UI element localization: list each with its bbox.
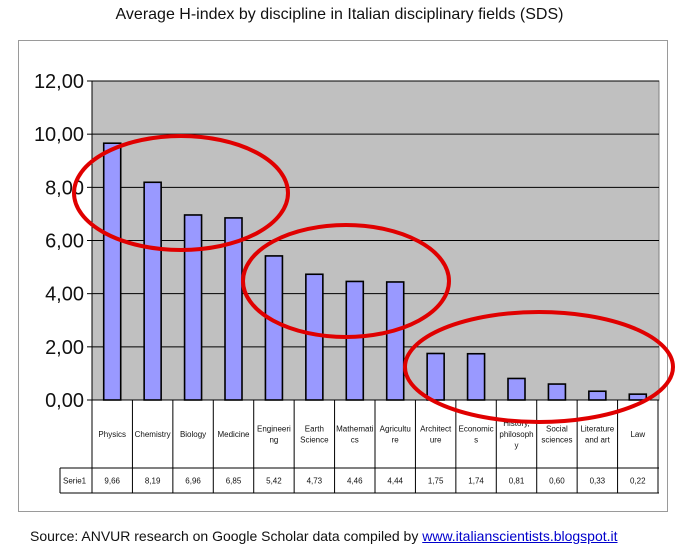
y-tick-label: 4,00 bbox=[45, 284, 84, 306]
category-label: Social sciences bbox=[541, 425, 572, 445]
bar bbox=[345, 280, 365, 401]
category-label: Physics bbox=[98, 430, 126, 439]
data-label: 0,81 bbox=[509, 477, 525, 486]
highlight-ellipse bbox=[241, 223, 451, 339]
data-label: 0,60 bbox=[549, 477, 565, 486]
y-tick-label: 12,00 bbox=[34, 71, 84, 93]
y-tick-label: 6,00 bbox=[45, 231, 84, 253]
bar bbox=[507, 377, 526, 401]
series-name: Serie1 bbox=[63, 477, 87, 486]
y-tick-label: 2,00 bbox=[45, 337, 84, 359]
bar bbox=[426, 352, 445, 401]
highlight-ellipse bbox=[72, 134, 290, 252]
y-tick-label: 0,00 bbox=[45, 390, 84, 412]
category-label: History, philosoph y bbox=[499, 419, 533, 450]
data-label: 6,85 bbox=[226, 477, 242, 486]
category-label: Agricultu re bbox=[380, 425, 411, 445]
data-label: 4,44 bbox=[387, 477, 403, 486]
highlight-ellipse bbox=[403, 310, 675, 424]
category-label: Literature and art bbox=[580, 425, 614, 445]
source-link[interactable]: www.italianscientists.blogspot.it bbox=[422, 528, 618, 544]
bar bbox=[102, 142, 122, 401]
category-label: Mathemati cs bbox=[336, 425, 374, 445]
bar bbox=[588, 390, 607, 401]
source-line: Source: ANVUR research on Google Scholar… bbox=[30, 528, 618, 544]
bar bbox=[143, 181, 162, 401]
highlight-ellipses bbox=[72, 134, 675, 424]
category-label: Law bbox=[630, 430, 645, 439]
bar bbox=[466, 352, 486, 401]
data-label: 4,73 bbox=[307, 477, 323, 486]
data-label: 8,19 bbox=[145, 477, 161, 486]
data-label: 5,42 bbox=[266, 477, 282, 486]
y-tick-label: 10,00 bbox=[34, 124, 84, 146]
category-label: Chemistry bbox=[135, 430, 171, 439]
category-label: Architect ure bbox=[420, 425, 452, 445]
data-table: Physics Chemistry Biology Medicine Engineeri… bbox=[59, 399, 659, 494]
data-label: 4,46 bbox=[347, 477, 363, 486]
category-label: Economic s bbox=[459, 425, 494, 445]
category-label: Medicine bbox=[217, 430, 250, 439]
category-label: Earth Science bbox=[300, 425, 329, 445]
bar bbox=[264, 255, 284, 401]
data-label: 1,74 bbox=[468, 477, 484, 486]
data-label: 0,22 bbox=[630, 477, 646, 486]
data-label: 6,96 bbox=[185, 477, 201, 486]
category-label: Engineeri ng bbox=[257, 425, 291, 445]
bar bbox=[385, 281, 405, 401]
data-label: 0,33 bbox=[590, 477, 606, 486]
bar bbox=[547, 383, 567, 401]
source-text: Source: ANVUR research on Google Scholar… bbox=[30, 528, 423, 544]
chart-title: Average H-index by discipline in Italian… bbox=[115, 6, 564, 23]
data-label: 1,75 bbox=[428, 477, 444, 486]
bar bbox=[183, 214, 203, 401]
category-label: Biology bbox=[180, 430, 206, 439]
data-label: 9,66 bbox=[104, 477, 120, 486]
